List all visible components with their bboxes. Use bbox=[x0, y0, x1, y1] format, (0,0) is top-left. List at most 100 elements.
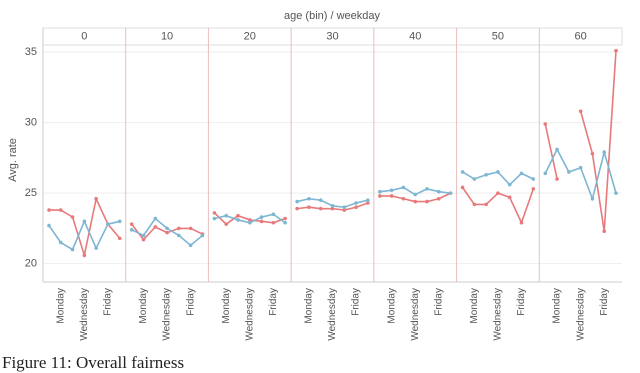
point bbox=[519, 220, 524, 225]
x-tick-label: Friday bbox=[185, 288, 196, 316]
y-tick-label: 35 bbox=[25, 46, 37, 58]
x-tick-label: Monday bbox=[304, 288, 315, 324]
x-tick-label: Monday bbox=[469, 288, 480, 324]
point bbox=[366, 198, 370, 202]
point bbox=[295, 199, 299, 204]
point bbox=[436, 189, 441, 194]
point bbox=[590, 196, 595, 201]
point bbox=[200, 233, 205, 238]
point bbox=[236, 213, 240, 218]
point bbox=[507, 195, 512, 200]
point bbox=[567, 170, 571, 174]
point bbox=[94, 196, 98, 201]
point bbox=[531, 177, 536, 181]
x-tick-label: Friday bbox=[103, 288, 114, 316]
point bbox=[389, 194, 394, 198]
point bbox=[129, 222, 134, 226]
point bbox=[448, 191, 453, 195]
point bbox=[307, 205, 311, 210]
point bbox=[106, 222, 110, 226]
point bbox=[224, 222, 229, 226]
point bbox=[318, 206, 323, 211]
point bbox=[555, 147, 559, 152]
facet-label: 60 bbox=[575, 30, 587, 42]
y-tick-label: 25 bbox=[25, 187, 37, 199]
point bbox=[507, 182, 512, 187]
y-tick-label: 30 bbox=[25, 116, 37, 128]
point bbox=[614, 48, 618, 53]
x-tick-label: Friday bbox=[268, 288, 279, 316]
point bbox=[70, 247, 75, 252]
point bbox=[519, 171, 524, 176]
x-tick-label: Wednesday bbox=[575, 288, 586, 341]
facet-label: 20 bbox=[244, 30, 256, 42]
point bbox=[117, 219, 122, 224]
point bbox=[283, 216, 287, 221]
point bbox=[531, 187, 536, 191]
point bbox=[366, 201, 370, 205]
point bbox=[472, 177, 477, 181]
point bbox=[271, 220, 276, 225]
line bbox=[49, 196, 121, 259]
point bbox=[555, 177, 559, 181]
point bbox=[484, 202, 488, 207]
point bbox=[342, 205, 347, 210]
y-axis-title: Avg. rate bbox=[7, 138, 19, 182]
point bbox=[129, 228, 134, 232]
y-tick-label: 20 bbox=[25, 258, 37, 270]
point bbox=[602, 150, 607, 155]
point bbox=[389, 188, 394, 193]
point bbox=[318, 198, 323, 202]
point bbox=[141, 233, 146, 238]
point bbox=[614, 191, 618, 195]
point bbox=[460, 185, 465, 190]
point bbox=[165, 230, 169, 235]
x-tick-label: Monday bbox=[138, 288, 149, 324]
point bbox=[141, 237, 146, 242]
point bbox=[496, 191, 500, 195]
point bbox=[247, 220, 252, 225]
x-tick-label: Monday bbox=[221, 288, 232, 324]
point bbox=[413, 199, 418, 204]
point bbox=[307, 196, 311, 201]
point bbox=[295, 206, 299, 211]
point bbox=[602, 229, 607, 234]
chart-title: age (bin) / weekday bbox=[284, 10, 380, 22]
point bbox=[165, 226, 169, 231]
line bbox=[544, 123, 558, 180]
point bbox=[578, 109, 583, 114]
x-tick-label: Friday bbox=[516, 288, 527, 316]
point bbox=[94, 246, 98, 250]
point bbox=[259, 215, 264, 219]
point bbox=[543, 171, 548, 176]
point bbox=[354, 205, 358, 210]
point bbox=[212, 211, 217, 215]
point bbox=[401, 185, 406, 190]
point bbox=[543, 122, 548, 126]
point bbox=[460, 170, 465, 174]
caption: Figure 11: Overall fairness bbox=[2, 353, 184, 372]
point bbox=[330, 206, 335, 211]
point bbox=[236, 218, 240, 222]
point bbox=[212, 216, 217, 221]
point bbox=[496, 170, 500, 174]
facet-label: 0 bbox=[81, 30, 87, 42]
point bbox=[342, 208, 347, 212]
point bbox=[578, 165, 583, 170]
point bbox=[153, 225, 158, 229]
point bbox=[378, 194, 382, 198]
point bbox=[177, 233, 181, 238]
point bbox=[153, 216, 158, 221]
point bbox=[224, 213, 229, 218]
facet-label: 40 bbox=[409, 30, 421, 42]
point bbox=[413, 192, 418, 197]
line bbox=[579, 50, 617, 232]
x-tick-label: Monday bbox=[552, 288, 563, 324]
point bbox=[354, 201, 358, 205]
facet-label: 10 bbox=[161, 30, 173, 42]
x-tick-label: Friday bbox=[599, 288, 610, 316]
point bbox=[330, 204, 335, 208]
point bbox=[590, 151, 595, 156]
point bbox=[247, 218, 252, 222]
